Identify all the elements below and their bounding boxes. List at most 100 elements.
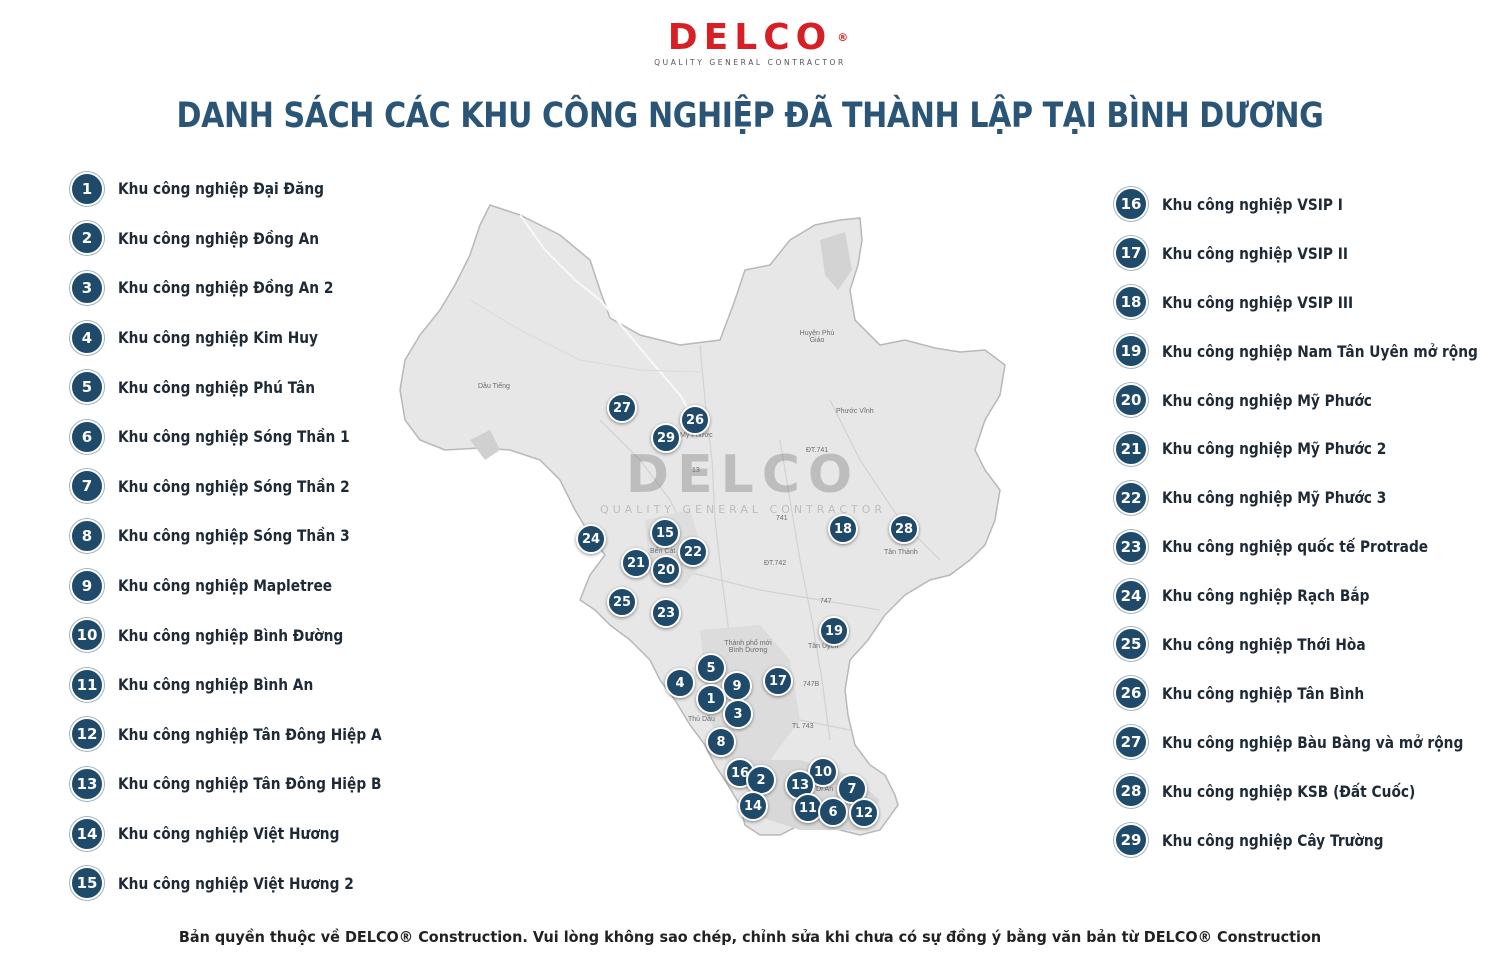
list-item: 10 Khu công nghiệp Bình Đường bbox=[70, 610, 425, 660]
zone-name: Khu công nghiệp Kim Huy bbox=[118, 328, 319, 348]
road-line bbox=[779, 439, 831, 741]
logo-wordmark: DELCO ® bbox=[667, 17, 849, 58]
map-label: ĐT.742 bbox=[764, 560, 787, 567]
zone-name: Khu công nghiệp Bàu Bàng và mở rộng bbox=[1162, 732, 1464, 752]
map-pin[interactable]: 28 bbox=[889, 514, 919, 544]
zone-name: Khu công nghiệp Mapletree bbox=[118, 576, 333, 596]
map-pin[interactable]: 8 bbox=[706, 727, 736, 757]
zone-name: Khu công nghiệp Sóng Thần 3 bbox=[118, 526, 350, 546]
list-item: 17 Khu công nghiệp VSIP II bbox=[1114, 229, 1500, 278]
map-pin[interactable]: 23 bbox=[651, 598, 681, 628]
zone-name: Khu công nghiệp Mỹ Phước 2 bbox=[1162, 439, 1387, 459]
map-label: Thành phố mới Bình Dương bbox=[724, 640, 772, 654]
number-badge: 9 bbox=[70, 568, 104, 603]
list-item: 15 Khu công nghiệp Việt Hương 2 bbox=[70, 858, 425, 908]
zone-name: Khu công nghiệp Đồng An 2 bbox=[118, 278, 334, 298]
map-label: Thủ Dầu bbox=[688, 716, 715, 723]
zone-list-right: 16 Khu công nghiệp VSIP I 17 Khu công nghi… bbox=[1114, 180, 1500, 864]
zone-name: Khu công nghiệp KSB (Đất Cuốc) bbox=[1162, 781, 1416, 801]
number-badge: 4 bbox=[70, 320, 104, 355]
province-map bbox=[399, 204, 1006, 836]
map-pin[interactable]: 27 bbox=[607, 393, 637, 423]
map-pin[interactable]: 21 bbox=[621, 548, 651, 578]
map-label: Tân Uyên bbox=[808, 643, 839, 650]
map-pin[interactable]: 22 bbox=[678, 537, 708, 567]
list-item: 4 Khu công nghiệp Kim Huy bbox=[70, 313, 425, 363]
number-badge: 17 bbox=[1114, 236, 1148, 271]
number-badge: 12 bbox=[70, 717, 104, 752]
list-item: 14 Khu công nghiệp Việt Hương bbox=[70, 809, 425, 859]
number-badge: 14 bbox=[70, 816, 104, 851]
zone-name: Khu công nghiệp Đại Đăng bbox=[118, 179, 325, 199]
zone-name: Khu công nghiệp Rạch Bắp bbox=[1162, 586, 1370, 606]
map-pin[interactable]: 6 bbox=[818, 797, 848, 827]
number-badge: 20 bbox=[1114, 383, 1148, 417]
map-label: Dĩ An bbox=[816, 786, 834, 793]
map-pin[interactable]: 3 bbox=[723, 699, 753, 729]
zone-name: Khu công nghiệp Tân Bình bbox=[1162, 683, 1365, 703]
list-item: 7 Khu công nghiệp Sóng Thần 2 bbox=[70, 462, 425, 512]
lake-shape bbox=[470, 430, 500, 460]
map-pin[interactable]: 19 bbox=[819, 616, 849, 646]
map-pin[interactable]: 12 bbox=[849, 798, 879, 828]
river-line bbox=[519, 214, 701, 431]
list-item: 20 Khu công nghiệp Mỹ Phước bbox=[1114, 376, 1500, 425]
map-pin[interactable]: 9 bbox=[722, 671, 752, 701]
map-pin[interactable]: 25 bbox=[607, 587, 637, 617]
number-badge: 18 bbox=[1114, 285, 1148, 320]
map-label: TL 743 bbox=[792, 723, 814, 730]
list-item: 26 Khu công nghiệp Tân Bình bbox=[1114, 669, 1500, 718]
number-badge: 21 bbox=[1114, 431, 1148, 466]
zone-name: Khu công nghiệp Thới Hòa bbox=[1162, 634, 1366, 654]
number-badge: 28 bbox=[1114, 774, 1148, 809]
road-line bbox=[469, 299, 701, 373]
list-item: 16 Khu công nghiệp VSIP I bbox=[1114, 180, 1500, 229]
number-badge: 24 bbox=[1114, 578, 1148, 613]
map-pin[interactable]: 18 bbox=[828, 514, 858, 544]
list-item: 29 Khu công nghiệp Cây Trường bbox=[1114, 816, 1500, 865]
map-label: Mỹ Phước bbox=[680, 432, 713, 439]
forest-area bbox=[820, 232, 852, 290]
map-pin[interactable]: 17 bbox=[763, 666, 793, 696]
number-badge: 1 bbox=[70, 171, 104, 206]
number-badge: 13 bbox=[70, 766, 104, 801]
zone-name: Khu công nghiệp VSIP II bbox=[1162, 243, 1349, 263]
number-badge: 6 bbox=[70, 419, 104, 454]
list-item: 6 Khu công nghiệp Sóng Thần 1 bbox=[70, 412, 425, 462]
list-item: 23 Khu công nghiệp quốc tế Protrade bbox=[1114, 522, 1500, 571]
list-item: 18 Khu công nghiệp VSIP III bbox=[1114, 278, 1500, 327]
list-item: 22 Khu công nghiệp Mỹ Phước 3 bbox=[1114, 473, 1500, 522]
number-badge: 5 bbox=[70, 370, 104, 405]
number-badge: 23 bbox=[1114, 529, 1148, 564]
map-pin[interactable]: 20 bbox=[651, 555, 681, 585]
number-badge: 3 bbox=[70, 270, 104, 305]
province-shape bbox=[399, 204, 1006, 836]
map-pin[interactable]: 24 bbox=[576, 524, 606, 554]
map-label: Tân Thành bbox=[884, 549, 918, 556]
map-pin[interactable]: 2 bbox=[746, 765, 776, 795]
map-pin[interactable]: 29 bbox=[651, 423, 681, 453]
map-label: Phước Vĩnh bbox=[836, 408, 874, 415]
number-badge: 25 bbox=[1114, 627, 1148, 662]
copyright-footer: Bản quyền thuộc về DELCO® Construction. … bbox=[178, 928, 1322, 946]
list-item: 8 Khu công nghiệp Sóng Thần 3 bbox=[70, 511, 425, 561]
zone-name: Khu công nghiệp Sóng Thần 1 bbox=[118, 427, 350, 447]
map-label: 741 bbox=[776, 515, 788, 522]
list-item: 25 Khu công nghiệp Thới Hòa bbox=[1114, 620, 1500, 669]
map-pin[interactable]: 5 bbox=[696, 653, 726, 683]
list-item: 24 Khu công nghiệp Rạch Bắp bbox=[1114, 571, 1500, 620]
zone-name: Khu công nghiệp Bình Đường bbox=[118, 625, 344, 645]
map-pin[interactable]: 1 bbox=[696, 684, 726, 714]
map-pin[interactable]: 14 bbox=[738, 791, 768, 821]
map-pin[interactable]: 4 bbox=[665, 668, 695, 698]
zone-name: Khu công nghiệp quốc tế Protrade bbox=[1162, 537, 1429, 557]
zone-name: Khu công nghiệp Nam Tân Uyên mở rộng bbox=[1162, 341, 1478, 361]
page-title: DANH SÁCH CÁC KHU CÔNG NGHIỆP ĐÃ THÀNH L… bbox=[176, 96, 1324, 136]
list-item: 3 Khu công nghiệp Đồng An 2 bbox=[70, 263, 425, 313]
map-pin[interactable]: 26 bbox=[680, 405, 710, 435]
number-badge: 2 bbox=[70, 221, 104, 256]
number-badge: 27 bbox=[1114, 725, 1148, 760]
map-pin[interactable]: 15 bbox=[650, 518, 680, 548]
list-item: 13 Khu công nghiệp Tân Đông Hiệp B bbox=[70, 759, 425, 809]
zone-name: Khu công nghiệp Mỹ Phước bbox=[1162, 390, 1372, 410]
